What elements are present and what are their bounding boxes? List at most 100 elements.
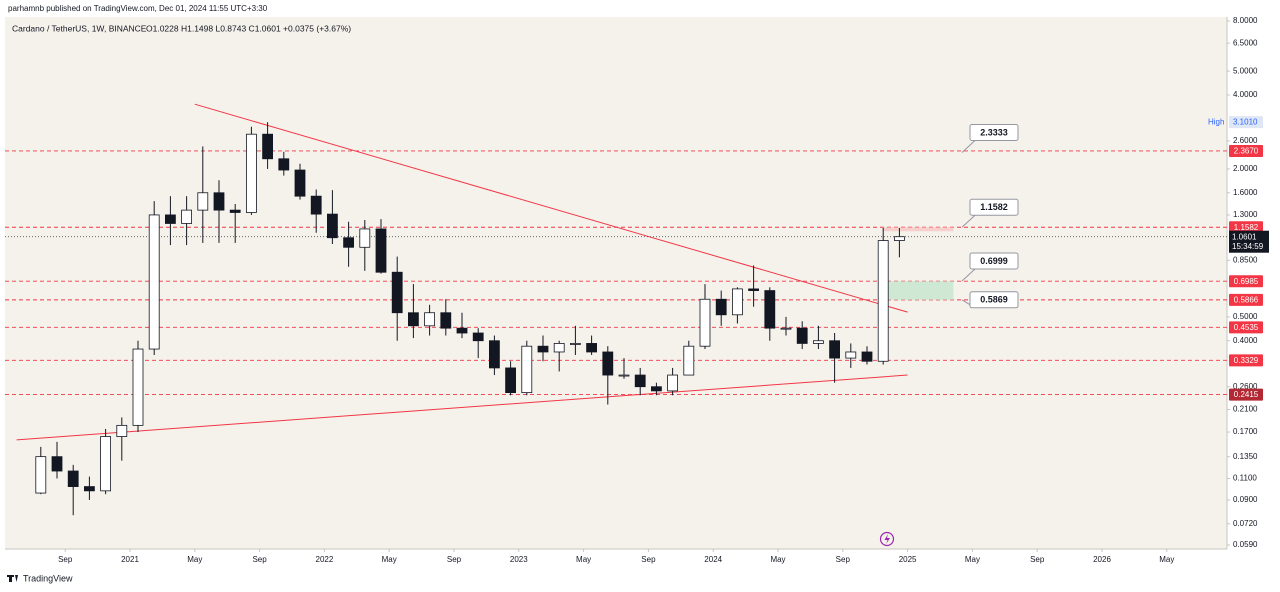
level-tag	[1229, 293, 1263, 306]
y-tick-label: 0.2100	[1233, 405, 1258, 414]
candle-body	[764, 290, 776, 329]
level-label: 0.2415	[1234, 390, 1259, 399]
y-tick-label: 0.0590	[1233, 540, 1258, 549]
x-tick-label: Sep	[1030, 555, 1045, 564]
y-tick-label: 0.4000	[1233, 336, 1258, 345]
candle-body	[262, 133, 274, 160]
callout-label: 1.1582	[980, 202, 1008, 212]
x-tick-label: 2022	[316, 555, 334, 564]
y-tick-label: 8.0000	[1233, 16, 1258, 25]
candle-body	[553, 343, 565, 353]
entry-zone	[883, 281, 954, 300]
y-tick-label: 0.8500	[1233, 255, 1258, 264]
level-label: 0.3329	[1234, 356, 1259, 365]
candle-body	[732, 288, 743, 316]
callout-label: 0.5869	[980, 295, 1008, 305]
high-tag	[1229, 116, 1263, 129]
x-tick-label: May	[770, 555, 785, 564]
candle-body	[667, 374, 678, 392]
candle-body	[148, 214, 160, 350]
ohlc: O1.0228 H1.1498 L0.8743 C1.0601 +0.0375 …	[146, 23, 351, 33]
high-name: High	[1208, 117, 1224, 126]
level-tag	[1229, 221, 1263, 234]
y-tick-label: 0.0900	[1233, 495, 1258, 504]
x-tick-label: Sep	[447, 555, 462, 564]
candle-body	[586, 343, 597, 353]
candle-body	[132, 348, 144, 426]
x-tick-label: May	[382, 555, 397, 564]
symbol: Cardano / TetherUS, 1W, BINANCE	[12, 23, 147, 33]
level-tag	[1229, 275, 1263, 288]
last-price-label: 1.0601	[1232, 232, 1257, 241]
x-tick-label: 2023	[510, 555, 528, 564]
target-zone	[883, 227, 954, 232]
candle-body	[877, 240, 889, 362]
candle-body	[407, 312, 419, 327]
y-tick-label: 2.6000	[1233, 136, 1258, 145]
x-tick-label: 2025	[899, 555, 917, 564]
x-tick-label: May	[187, 555, 202, 564]
x-tick-label: 2024	[704, 555, 722, 564]
candle-body	[651, 386, 662, 392]
candle-body	[440, 312, 452, 329]
candle-body	[375, 228, 387, 273]
last-price-tag	[1229, 230, 1269, 253]
callout-box	[969, 291, 1019, 309]
level-label: 0.5866	[1234, 295, 1259, 304]
y-tick-label: 0.1350	[1233, 452, 1258, 461]
y-tick-label: 1.6000	[1233, 188, 1258, 197]
callout-pointer	[961, 268, 976, 282]
candle-body	[472, 332, 484, 342]
callout-box	[969, 252, 1019, 270]
candle-body	[796, 327, 808, 344]
candle-body	[116, 424, 128, 437]
candle-body	[181, 209, 193, 224]
candle-body	[35, 456, 47, 494]
level-tag	[1229, 354, 1263, 367]
candle-body	[424, 312, 436, 327]
candle-body	[213, 192, 225, 211]
candle-body	[521, 345, 533, 394]
high-label: 3.1010	[1233, 117, 1258, 126]
x-tick-label: Sep	[58, 555, 73, 564]
candle-body	[780, 327, 792, 330]
candle-body	[845, 351, 857, 359]
candle-body	[537, 345, 549, 353]
callout-pointer	[961, 214, 976, 228]
level-label: 1.1582	[1234, 223, 1259, 232]
candle-body	[715, 298, 727, 316]
candle-body	[164, 214, 176, 224]
candle-body	[278, 158, 290, 171]
logo-mark	[7, 575, 18, 582]
x-tick-label: 2021	[121, 555, 139, 564]
lightning-icon[interactable]	[879, 531, 895, 547]
countdown: 15:34:59	[1232, 242, 1264, 251]
x-tick-label: May	[965, 555, 980, 564]
y-tick-label: 1.3000	[1233, 210, 1258, 219]
trendline	[194, 103, 908, 313]
candle-body	[634, 374, 646, 388]
candle-body	[748, 288, 759, 291]
candle-body	[456, 327, 468, 334]
candle-body	[570, 343, 581, 345]
y-tick-label: 0.1700	[1233, 427, 1258, 436]
candle-body	[699, 298, 711, 347]
candle-body	[294, 169, 306, 197]
x-tick-label: May	[1159, 555, 1174, 564]
candle-body	[488, 340, 500, 369]
callout-box	[969, 124, 1019, 142]
candle-body	[505, 367, 517, 394]
event-icon[interactable]	[879, 531, 895, 547]
callout-box	[969, 198, 1019, 216]
publisher: parhamnb published on TradingView.com, D…	[8, 4, 268, 13]
candle-body	[326, 213, 338, 239]
candle-body	[894, 236, 905, 241]
level-label: 0.6985	[1234, 277, 1259, 286]
candle-body	[197, 192, 209, 211]
x-tick-label: Sep	[641, 555, 656, 564]
x-tick-label: May	[576, 555, 591, 564]
candle-body	[245, 133, 257, 213]
callout-label: 2.3333	[980, 127, 1008, 137]
candle-body	[310, 195, 322, 215]
y-tick-label: 0.1100	[1233, 474, 1257, 483]
